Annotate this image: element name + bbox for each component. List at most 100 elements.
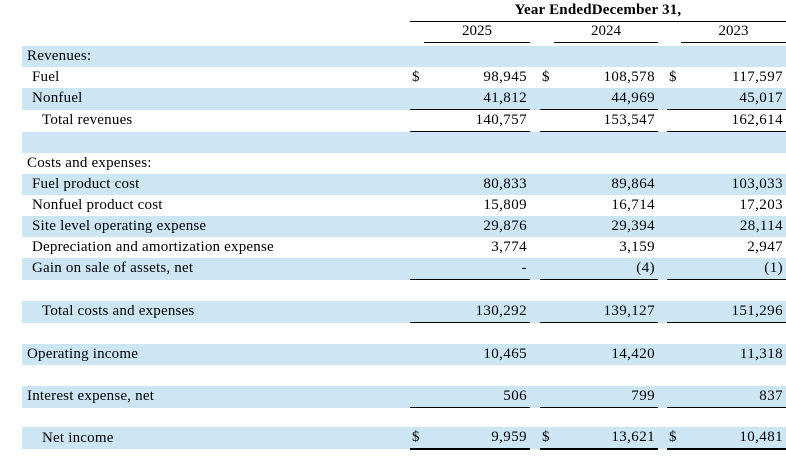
value-2024: 89,864 — [611, 176, 655, 192]
spacer-cell — [22, 365, 786, 386]
spacer-cell — [22, 280, 786, 302]
column-gap — [658, 174, 667, 195]
empty-cell — [410, 301, 424, 323]
empty-cell — [667, 386, 681, 408]
row-label: Site level operating expense — [32, 218, 207, 234]
value-2023: 117,597 — [732, 69, 783, 85]
spacer-cell — [22, 323, 786, 345]
value-2023: 28,114 — [739, 218, 783, 234]
value-2025: 80,833 — [483, 176, 527, 192]
table-row: Fuel product cost 80,833 89,864 103,033 — [22, 174, 786, 195]
value-2025: 41,812 — [424, 88, 530, 110]
row-label: Net income — [42, 429, 114, 446]
column-gap — [658, 258, 667, 280]
row-label: Costs and expenses: — [27, 155, 152, 171]
table-body: Revenues: Fuel $98,945 $108,578 $117,597 Nonf… — [22, 43, 786, 450]
spacer-cell — [22, 132, 786, 154]
empty-cell — [667, 237, 681, 258]
value-2024: 13,621 — [554, 427, 658, 450]
column-gap — [530, 21, 540, 43]
table-row: Interest expense, net 506 799 837 — [22, 386, 786, 408]
value-2023: 10,481 — [681, 427, 786, 450]
empty-cell — [540, 237, 554, 258]
table-row: Operating income 10,465 14,420 11,318 — [22, 344, 786, 365]
empty-cell — [540, 216, 554, 237]
value-2024: 29,394 — [611, 218, 655, 234]
value-2023: 2,947 — [747, 239, 783, 255]
empty-cell — [410, 88, 424, 110]
empty-cell — [540, 174, 554, 195]
spacer-row — [22, 323, 786, 345]
currency-symbol: $ — [667, 427, 681, 450]
year-header-row: 2025 2024 2023 — [22, 21, 786, 43]
value-2025: 15,809 — [483, 197, 527, 213]
table-row: Site level operating expense 29,876 29,394… — [22, 216, 786, 237]
empty-cell — [667, 109, 681, 132]
empty-cell — [667, 46, 681, 67]
value-2024: 14,420 — [611, 346, 655, 362]
currency-symbol: $ — [540, 427, 554, 450]
year-column-header-2023: 2023 — [681, 21, 786, 43]
value-2023: 11,318 — [739, 346, 783, 362]
table-row: Revenues: — [22, 46, 786, 67]
spacer-row — [22, 408, 786, 428]
table-row: Nonfuel product cost 15,809 16,714 17,203 — [22, 195, 786, 216]
table-row: Fuel $98,945 $108,578 $117,597 — [22, 67, 786, 88]
row-label: Interest expense, net — [27, 388, 155, 405]
empty-cell — [410, 386, 424, 408]
value-2023: 151,296 — [681, 301, 786, 323]
empty-cell — [540, 386, 554, 408]
empty-cell — [410, 344, 424, 365]
column-gap — [530, 301, 540, 323]
empty-cell — [540, 301, 554, 323]
value-2025: 98,945 — [483, 69, 527, 85]
empty-cell — [410, 216, 424, 237]
value-2025: 9,959 — [424, 427, 530, 450]
empty-cell — [540, 195, 554, 216]
column-gap — [658, 110, 667, 132]
empty-cell — [22, 21, 410, 43]
empty-corner-cell — [22, 0, 410, 21]
empty-cell — [540, 88, 554, 110]
empty-cell — [410, 46, 424, 67]
column-gap — [658, 237, 667, 258]
value-2025: 10,465 — [483, 346, 527, 362]
row-label: Total revenues — [42, 112, 133, 128]
empty-cell — [540, 21, 554, 43]
table-row: Total revenues 140,757 153,547 162,614 — [22, 109, 786, 132]
row-label: Fuel — [32, 69, 60, 85]
value-2024: (4) — [554, 258, 658, 280]
spacer-row — [22, 131, 786, 154]
column-gap — [530, 153, 540, 174]
row-label: Fuel product cost — [32, 176, 140, 192]
column-gap — [658, 301, 667, 323]
column-gap — [658, 153, 667, 174]
row-label: Nonfuel product cost — [32, 197, 163, 213]
column-gap — [530, 174, 540, 195]
column-gap — [530, 110, 540, 132]
column-gap — [530, 386, 540, 408]
value-2025: - — [424, 258, 530, 280]
empty-cell — [410, 258, 424, 280]
value-2023: 162,614 — [681, 109, 786, 132]
value-2023: 837 — [681, 386, 786, 408]
value-2024: 16,714 — [611, 197, 655, 213]
column-gap — [658, 46, 667, 67]
column-gap — [530, 88, 540, 110]
empty-cell — [667, 301, 681, 323]
currency-symbol: $ — [412, 69, 420, 85]
value-2024 — [554, 153, 658, 174]
value-2024: 153,547 — [554, 109, 658, 132]
empty-cell — [667, 258, 681, 280]
empty-cell — [410, 109, 424, 132]
table-row: Total costs and expenses 130,292 139,127 15… — [22, 301, 786, 323]
column-gap — [530, 427, 540, 449]
column-gap — [658, 195, 667, 216]
value-2025: 29,876 — [483, 218, 527, 234]
value-2024: 139,127 — [554, 301, 658, 323]
empty-cell — [410, 195, 424, 216]
value-2023 — [681, 153, 786, 174]
column-gap — [658, 88, 667, 110]
column-gap — [530, 195, 540, 216]
row-label: Nonfuel — [32, 90, 83, 107]
